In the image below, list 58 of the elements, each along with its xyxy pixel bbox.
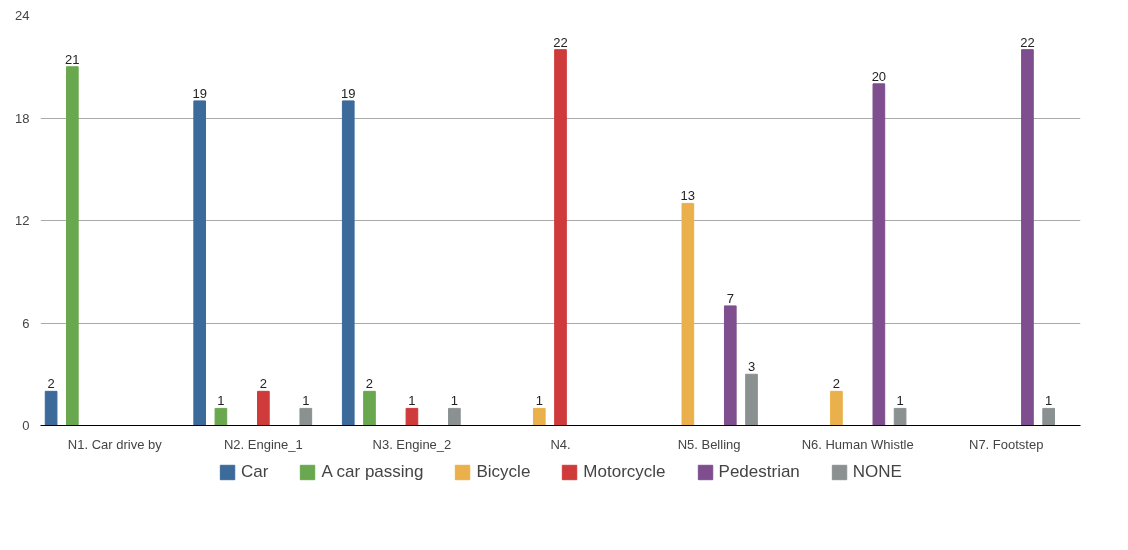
y-tick-label: 6 [22,315,30,331]
bar [745,373,758,426]
y-tick-label: 24 [15,8,30,23]
legend-label: NONE [852,462,902,482]
x-tick-label: N4. [550,436,571,452]
data-label: 19 [192,85,207,101]
data-label: 13 [680,188,696,204]
bar [681,202,695,426]
legend-label: Pedestrian [718,462,800,482]
x-tick-label: N5. Belling [677,436,741,452]
bar [448,407,461,426]
bar [341,100,355,426]
bar [893,407,907,426]
data-label: 1 [217,393,225,409]
bar [66,66,79,426]
data-label: 1 [408,393,416,409]
y-tick-label: 12 [15,213,30,228]
bar [299,407,313,426]
data-label: 19 [341,85,356,101]
legend-label: A car passing [321,462,424,482]
bar [363,390,376,426]
data-label: 20 [871,68,887,84]
x-tick-label: N7. Footstep [969,436,1044,452]
bar [257,390,270,426]
data-label: 2 [365,376,374,392]
x-tick-label: N1. Car drive by [67,436,163,452]
data-label: 1 [302,393,310,409]
x-tick-label: N2. Engine_1 [223,436,303,452]
y-tick-label: 0 [22,418,30,433]
bar [830,390,843,426]
bar [723,305,737,426]
data-label: 22 [553,34,568,50]
data-label: 2 [259,376,267,392]
bar [1042,407,1055,426]
bar [193,100,207,426]
bar [405,407,419,426]
legend-label: Bicycle [476,462,531,482]
data-label: 7 [726,290,734,306]
bar [532,407,546,426]
bar [1021,49,1034,426]
legend-label: Car [241,462,269,482]
data-label: 2 [47,376,55,392]
y-tick-label: 18 [15,110,30,126]
data-label: 2 [832,376,841,392]
bar [44,390,58,426]
data-label: 22 [1020,34,1035,50]
bar [214,407,228,426]
bar [872,83,886,426]
x-tick-label: N3. Engine_2 [372,436,452,452]
data-label: 3 [747,359,756,375]
data-label: 1 [535,393,543,409]
data-label: 1 [450,393,458,409]
data-label: 1 [896,393,904,409]
x-tick-label: N6. Human Whistle [801,436,914,452]
bar [554,49,567,426]
data-label: 1 [1045,393,1053,409]
data-label: 21 [65,51,80,67]
legend-label: Motorcycle [583,462,666,482]
